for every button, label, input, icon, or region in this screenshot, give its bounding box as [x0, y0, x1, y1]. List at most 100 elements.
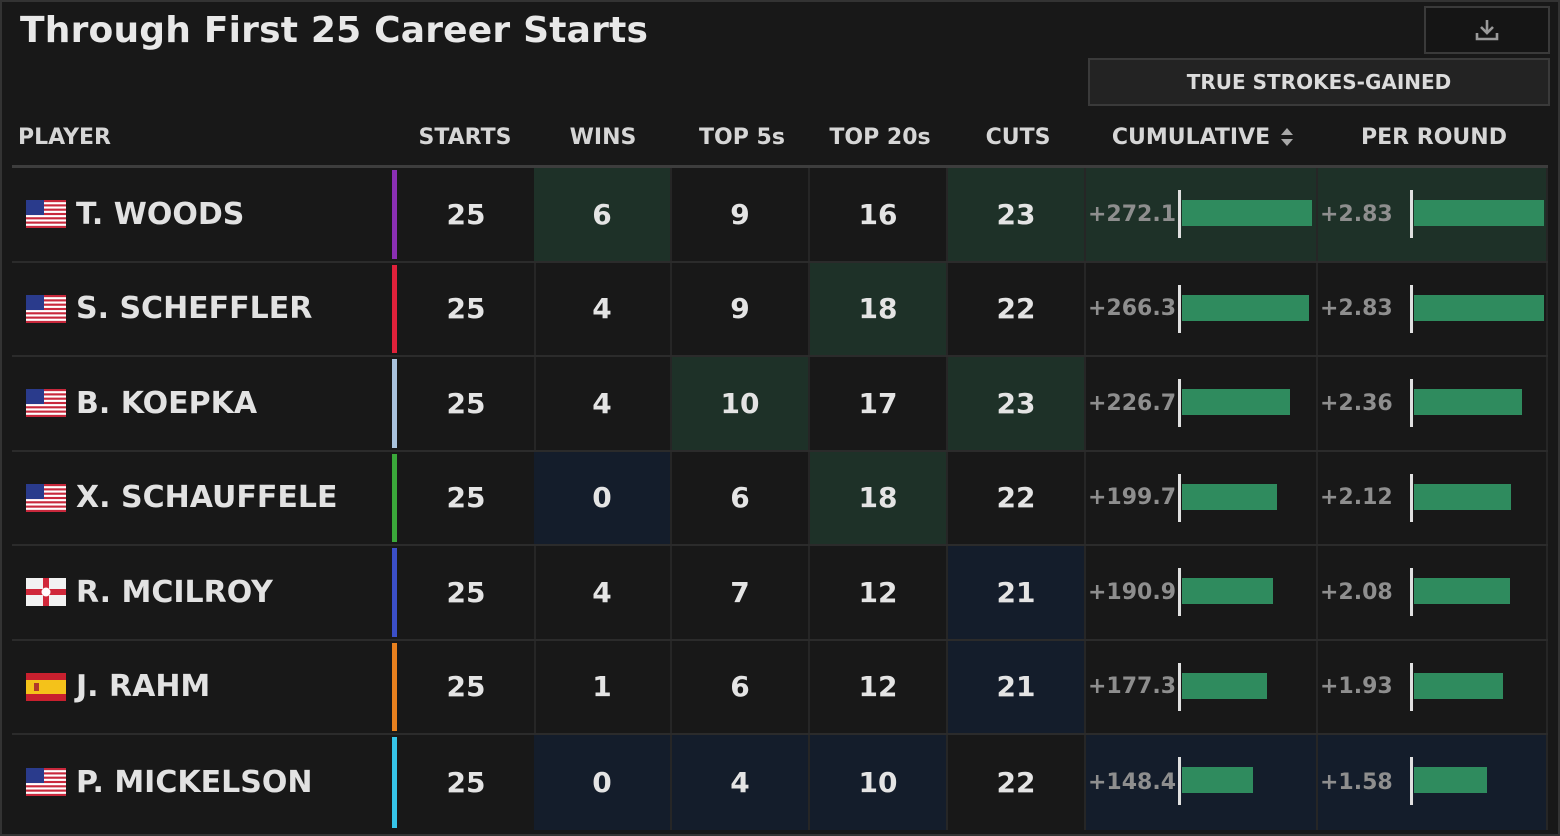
cumulative-cell: +226.7 [1086, 357, 1318, 450]
top20-cell: 12 [810, 640, 948, 733]
starts-cell: 25 [398, 168, 536, 261]
per-round-bar [1414, 389, 1522, 415]
per-round-cell: +2.12 [1318, 451, 1548, 544]
column-header-top5s[interactable]: TOP 5s [699, 124, 785, 150]
table-row[interactable]: X. SCHAUFFELE 25 0 6 18 22 +199.7 +2.12 [12, 451, 1548, 546]
table-row[interactable]: B. KOEPKA 25 4 10 17 23 +226.7 +2.36 [12, 357, 1548, 452]
starts-cell: 25 [398, 735, 536, 830]
wins-cell: 4 [534, 357, 672, 450]
player-name: X. SCHAUFFELE [76, 480, 338, 516]
per-round-cell: +1.58 [1318, 735, 1548, 830]
top5-cell: 10 [672, 357, 810, 450]
player-cell: P. MICKELSON [12, 735, 390, 830]
column-header-cuts[interactable]: CUTS [985, 124, 1051, 150]
cumulative-bar [1182, 483, 1277, 510]
player-cell: S. SCHEFFLER [12, 263, 390, 356]
cumulative-cell: +266.3 [1086, 262, 1318, 355]
per-round-value: +2.08 [1320, 579, 1393, 605]
cumulative-bar [1182, 200, 1312, 226]
usa-flag-icon [26, 483, 66, 512]
table-row[interactable]: T. WOODS 25 6 9 16 23 +272.1 +2.83 [12, 168, 1548, 263]
cumulative-cell: +199.7 [1086, 451, 1318, 544]
column-header-top20s[interactable]: TOP 20s [829, 124, 931, 150]
per-round-cell: +2.36 [1318, 357, 1548, 450]
player-color-bar [392, 453, 397, 542]
cuts-cell: 22 [948, 735, 1086, 830]
per-round-bar [1414, 200, 1544, 226]
table-title: Through First 25 Career Starts [20, 10, 649, 51]
cumulative-value: +199.7 [1088, 485, 1177, 511]
player-color-bar [392, 548, 397, 637]
per-round-value: +2.12 [1320, 485, 1393, 511]
bar-axis [1410, 190, 1413, 238]
column-header-wins[interactable]: WINS [569, 124, 637, 150]
cuts-cell: 22 [948, 451, 1086, 544]
player-color-bar [392, 170, 397, 259]
cumulative-cell: +190.9 [1086, 546, 1318, 639]
per-round-value: +2.36 [1320, 390, 1393, 416]
sort-icon[interactable] [1280, 126, 1294, 148]
player-name: S. SCHEFFLER [76, 291, 313, 327]
download-button[interactable] [1424, 6, 1550, 54]
column-header-starts[interactable]: STARTS [418, 124, 512, 150]
table-row[interactable]: P. MICKELSON 25 0 4 10 22 +148.4 +1.58 [12, 735, 1548, 830]
bar-axis [1410, 284, 1413, 333]
column-header-per-round[interactable]: PER ROUND [1361, 124, 1507, 150]
per-round-cell: +2.83 [1318, 262, 1548, 355]
starts-cell: 25 [398, 451, 536, 544]
cuts-cell: 23 [948, 168, 1086, 261]
cumulative-bar [1182, 294, 1309, 321]
player-name: R. MCILROY [76, 574, 273, 610]
top20-cell: 18 [810, 262, 948, 355]
per-round-bar [1414, 483, 1511, 510]
per-round-value: +2.83 [1320, 296, 1393, 322]
table-row[interactable]: R. MCILROY 25 4 7 12 21 +190.9 +2.08 [12, 546, 1548, 641]
bar-axis [1178, 757, 1181, 805]
per-round-cell: +1.93 [1318, 640, 1548, 733]
starts-cell: 25 [398, 262, 536, 355]
table-body: T. WOODS 25 6 9 16 23 +272.1 +2.83 S. SCHEFFLER 2… [12, 168, 1548, 830]
per-round-cell: +2.08 [1318, 546, 1548, 639]
player-color-bar [392, 642, 397, 731]
cumulative-value: +272.1 [1088, 201, 1177, 227]
cuts-cell: 22 [948, 262, 1086, 355]
northern-ireland-flag-icon [26, 578, 66, 607]
download-icon [1475, 20, 1499, 41]
top5-cell: 6 [672, 640, 810, 733]
player-color-bar [392, 359, 397, 448]
cumulative-value: +190.9 [1088, 579, 1177, 605]
player-name: J. RAHM [76, 669, 211, 705]
per-round-cell: +2.83 [1318, 168, 1548, 261]
per-round-value: +1.58 [1320, 769, 1393, 795]
column-header-player[interactable]: PLAYER [18, 124, 111, 150]
wins-cell: 0 [534, 451, 672, 544]
usa-flag-icon [26, 200, 66, 229]
cumulative-cell: +148.4 [1086, 735, 1318, 830]
per-round-value: +2.83 [1320, 201, 1393, 227]
column-header-cumulative[interactable]: CUMULATIVE [1088, 122, 1318, 152]
per-round-bar [1414, 767, 1487, 793]
top20-cell: 18 [810, 451, 948, 544]
bar-axis [1410, 379, 1413, 427]
wins-cell: 0 [534, 735, 672, 830]
cuts-cell: 21 [948, 546, 1086, 639]
cumulative-bar [1182, 767, 1253, 793]
wins-cell: 6 [534, 168, 672, 261]
per-round-bar [1414, 672, 1503, 699]
bar-axis [1178, 379, 1181, 427]
header-divider [12, 165, 1548, 168]
player-color-bar [392, 264, 397, 353]
player-name: T. WOODS [76, 196, 245, 232]
top20-cell: 10 [810, 735, 948, 830]
table-row[interactable]: J. RAHM 25 1 6 12 21 +177.3 +1.93 [12, 640, 1548, 735]
player-name: P. MICKELSON [76, 764, 313, 800]
table-row[interactable]: S. SCHEFFLER 25 4 9 18 22 +266.3 +2.83 [12, 262, 1548, 357]
bar-axis [1410, 568, 1413, 616]
column-header-cumulative-label: CUMULATIVE [1111, 124, 1271, 150]
top20-cell: 12 [810, 546, 948, 639]
cumulative-bar [1182, 389, 1290, 415]
per-round-bar [1414, 578, 1510, 604]
player-color-bar [392, 737, 397, 828]
bar-axis [1178, 473, 1181, 522]
starts-cell: 25 [398, 357, 536, 450]
